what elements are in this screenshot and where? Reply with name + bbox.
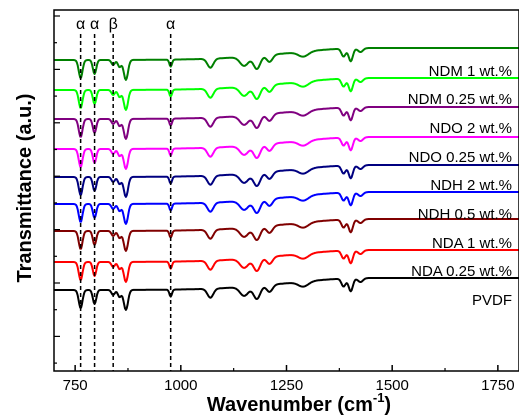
series-label-2: NDA 1 wt.% — [432, 235, 512, 252]
series-label-4: NDH 2 wt.% — [430, 177, 512, 194]
y-axis-label: Transmittance (a.u.) — [14, 94, 36, 283]
x-tick-label-2: 1250 — [270, 377, 303, 394]
x-tick-label-3: 1500 — [375, 377, 408, 394]
series-label-8: NDM 1 wt.% — [429, 63, 512, 80]
series-line-2 — [53, 218, 519, 252]
series-line-0 — [53, 277, 519, 311]
series-label-6: NDO 2 wt.% — [429, 120, 512, 137]
series-line-4 — [53, 164, 519, 198]
marker-label-1: α — [90, 16, 99, 33]
marker-label-0: α — [76, 16, 85, 33]
series-label-0: PVDF — [472, 292, 512, 309]
spectra-group — [53, 47, 519, 311]
series-line-3 — [53, 191, 519, 225]
series-label-7: NDM 0.25 wt.% — [408, 91, 512, 108]
series-label-5: NDO 0.25 wt.% — [409, 149, 512, 166]
series-line-5 — [53, 136, 519, 170]
series-line-6 — [53, 106, 519, 140]
x-axis-label-superscript: -1 — [373, 390, 385, 405]
x-tick-label-0: 750 — [63, 377, 88, 394]
series-line-7 — [53, 77, 519, 111]
x-tick-label-4: 1750 — [481, 377, 514, 394]
series-labels: PVDF NDA 0.25 wt.% NDA 1 wt.% NDH 0.5 wt.% N… — [408, 63, 512, 309]
axis-ticks: 750 1000 1250 1500 1750 — [54, 15, 515, 394]
series-line-1 — [53, 249, 519, 283]
x-tick-label-1: 1000 — [164, 377, 197, 394]
series-label-3: NDH 0.5 wt.% — [418, 206, 512, 223]
series-label-1: NDA 0.25 wt.% — [411, 263, 512, 280]
marker-label-2: β — [109, 16, 118, 33]
x-axis-label-close: ) — [384, 394, 391, 416]
marker-label-3: α — [166, 16, 175, 33]
series-line-8 — [53, 47, 519, 81]
x-axis-label: Wavenumber (cm-1) — [207, 390, 391, 416]
